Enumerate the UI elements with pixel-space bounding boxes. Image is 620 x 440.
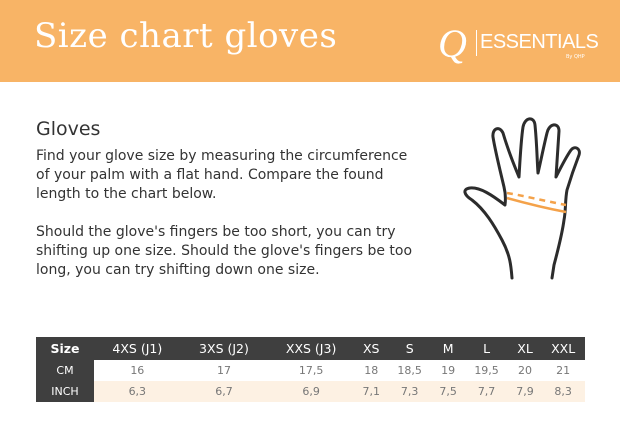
table-cell: 19 — [441, 364, 456, 377]
table-cell: 6,7 — [180, 381, 268, 402]
table-cell: 7,1 — [354, 381, 388, 402]
table-cell: 16 — [130, 364, 145, 377]
table-cell: 8,3 — [541, 381, 585, 402]
size-chart-table: Size 4XS (J1) 3XS (J2) XXS (J3) XS S M L… — [36, 337, 585, 402]
column-header: M — [431, 337, 465, 360]
column-header: 4XS (J1) — [94, 337, 181, 360]
table-cell: 17,5 — [298, 364, 324, 377]
table-cell: 7,3 — [387, 381, 432, 402]
table-cell: 17 — [216, 364, 231, 377]
table-cell: 7,5 — [431, 381, 465, 402]
table-cell: 21 — [556, 364, 571, 377]
table-cell: 7,7 — [464, 381, 509, 402]
column-header: XL — [508, 337, 542, 360]
column-header: L — [464, 337, 509, 360]
column-header: XXL — [541, 337, 585, 360]
hand-measure-icon — [463, 117, 581, 280]
column-header: Size — [36, 337, 94, 360]
table-cell: 18 — [364, 364, 379, 377]
section-heading: Gloves — [36, 118, 101, 140]
column-header: 3XS (J2) — [180, 337, 268, 360]
table-cell: 6,3 — [94, 381, 181, 402]
column-header: XXS (J3) — [267, 337, 355, 360]
table-row: INCH 6,3 6,7 6,9 7,1 7,3 7,5 7,7 7,9 8,3 — [36, 381, 585, 402]
table-cell: 19,5 — [474, 364, 499, 377]
instructions-paragraph: Find your glove size by measuring the ci… — [36, 148, 408, 202]
row-header: CM — [36, 360, 94, 381]
column-header: XS — [354, 337, 388, 360]
row-header: INCH — [36, 381, 94, 402]
table-cell: 6,9 — [267, 381, 355, 402]
table-cell: 7,9 — [508, 381, 542, 402]
header-banner: Size chart gloves Q ESSENTIALS By QHP — [0, 0, 620, 82]
table-cell: 18,5 — [397, 364, 422, 377]
table-header-row: Size 4XS (J1) 3XS (J2) XXS (J3) XS S M L… — [36, 337, 585, 360]
fit-advice-paragraph: Should the glove's fingers be too short,… — [36, 224, 413, 278]
page-title: Size chart gloves — [34, 16, 338, 56]
table-cell: 20 — [518, 364, 533, 377]
column-header: S — [387, 337, 432, 360]
table-row: CM 16 17 17,5 18 18,5 19 19,5 20 21 — [36, 360, 585, 381]
